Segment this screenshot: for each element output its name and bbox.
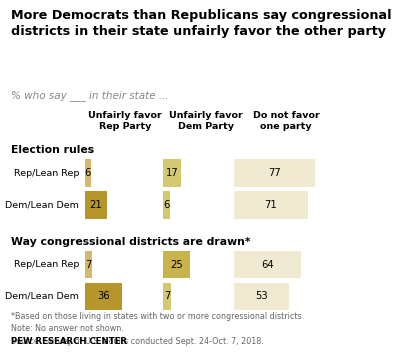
- Text: 21: 21: [89, 200, 102, 210]
- Text: PEW RESEARCH CENTER: PEW RESEARCH CENTER: [11, 337, 127, 346]
- Text: Rep/Lean Rep: Rep/Lean Rep: [14, 260, 79, 269]
- Text: Unfairly favor
Rep Party: Unfairly favor Rep Party: [88, 111, 162, 131]
- Text: 53: 53: [255, 291, 268, 301]
- Text: More Democrats than Republicans say congressional
districts in their state unfai: More Democrats than Republicans say cong…: [11, 9, 392, 38]
- Text: 6: 6: [84, 168, 91, 178]
- FancyBboxPatch shape: [234, 283, 289, 310]
- FancyBboxPatch shape: [234, 251, 301, 278]
- Text: Unfairly favor
Dem Party: Unfairly favor Dem Party: [169, 111, 242, 131]
- Text: 6: 6: [163, 200, 170, 210]
- FancyBboxPatch shape: [84, 283, 122, 310]
- Text: 17: 17: [166, 168, 179, 178]
- FancyBboxPatch shape: [84, 159, 91, 187]
- Text: Dem/Lean Dem: Dem/Lean Dem: [5, 200, 79, 209]
- Text: % who say ___ in their state ...: % who say ___ in their state ...: [11, 90, 168, 101]
- Text: 77: 77: [268, 168, 280, 178]
- FancyBboxPatch shape: [163, 283, 171, 310]
- Text: Election rules: Election rules: [11, 145, 94, 155]
- Text: 64: 64: [261, 260, 274, 270]
- Text: 25: 25: [170, 260, 183, 270]
- Text: Dem/Lean Dem: Dem/Lean Dem: [5, 292, 79, 301]
- Text: Do not favor
one party: Do not favor one party: [253, 111, 320, 131]
- Text: 71: 71: [265, 200, 277, 210]
- Text: *Based on those living in states with two or more congressional districts.
Note:: *Based on those living in states with tw…: [11, 312, 304, 346]
- FancyBboxPatch shape: [163, 251, 190, 278]
- FancyBboxPatch shape: [84, 251, 92, 278]
- FancyBboxPatch shape: [163, 191, 170, 219]
- Text: 7: 7: [85, 260, 92, 270]
- FancyBboxPatch shape: [234, 191, 308, 219]
- Text: Way congressional districts are drawn*: Way congressional districts are drawn*: [11, 237, 250, 247]
- Text: 36: 36: [97, 291, 110, 301]
- FancyBboxPatch shape: [84, 191, 107, 219]
- Text: 7: 7: [164, 291, 171, 301]
- FancyBboxPatch shape: [163, 159, 181, 187]
- Text: Rep/Lean Rep: Rep/Lean Rep: [14, 169, 79, 178]
- FancyBboxPatch shape: [234, 159, 315, 187]
